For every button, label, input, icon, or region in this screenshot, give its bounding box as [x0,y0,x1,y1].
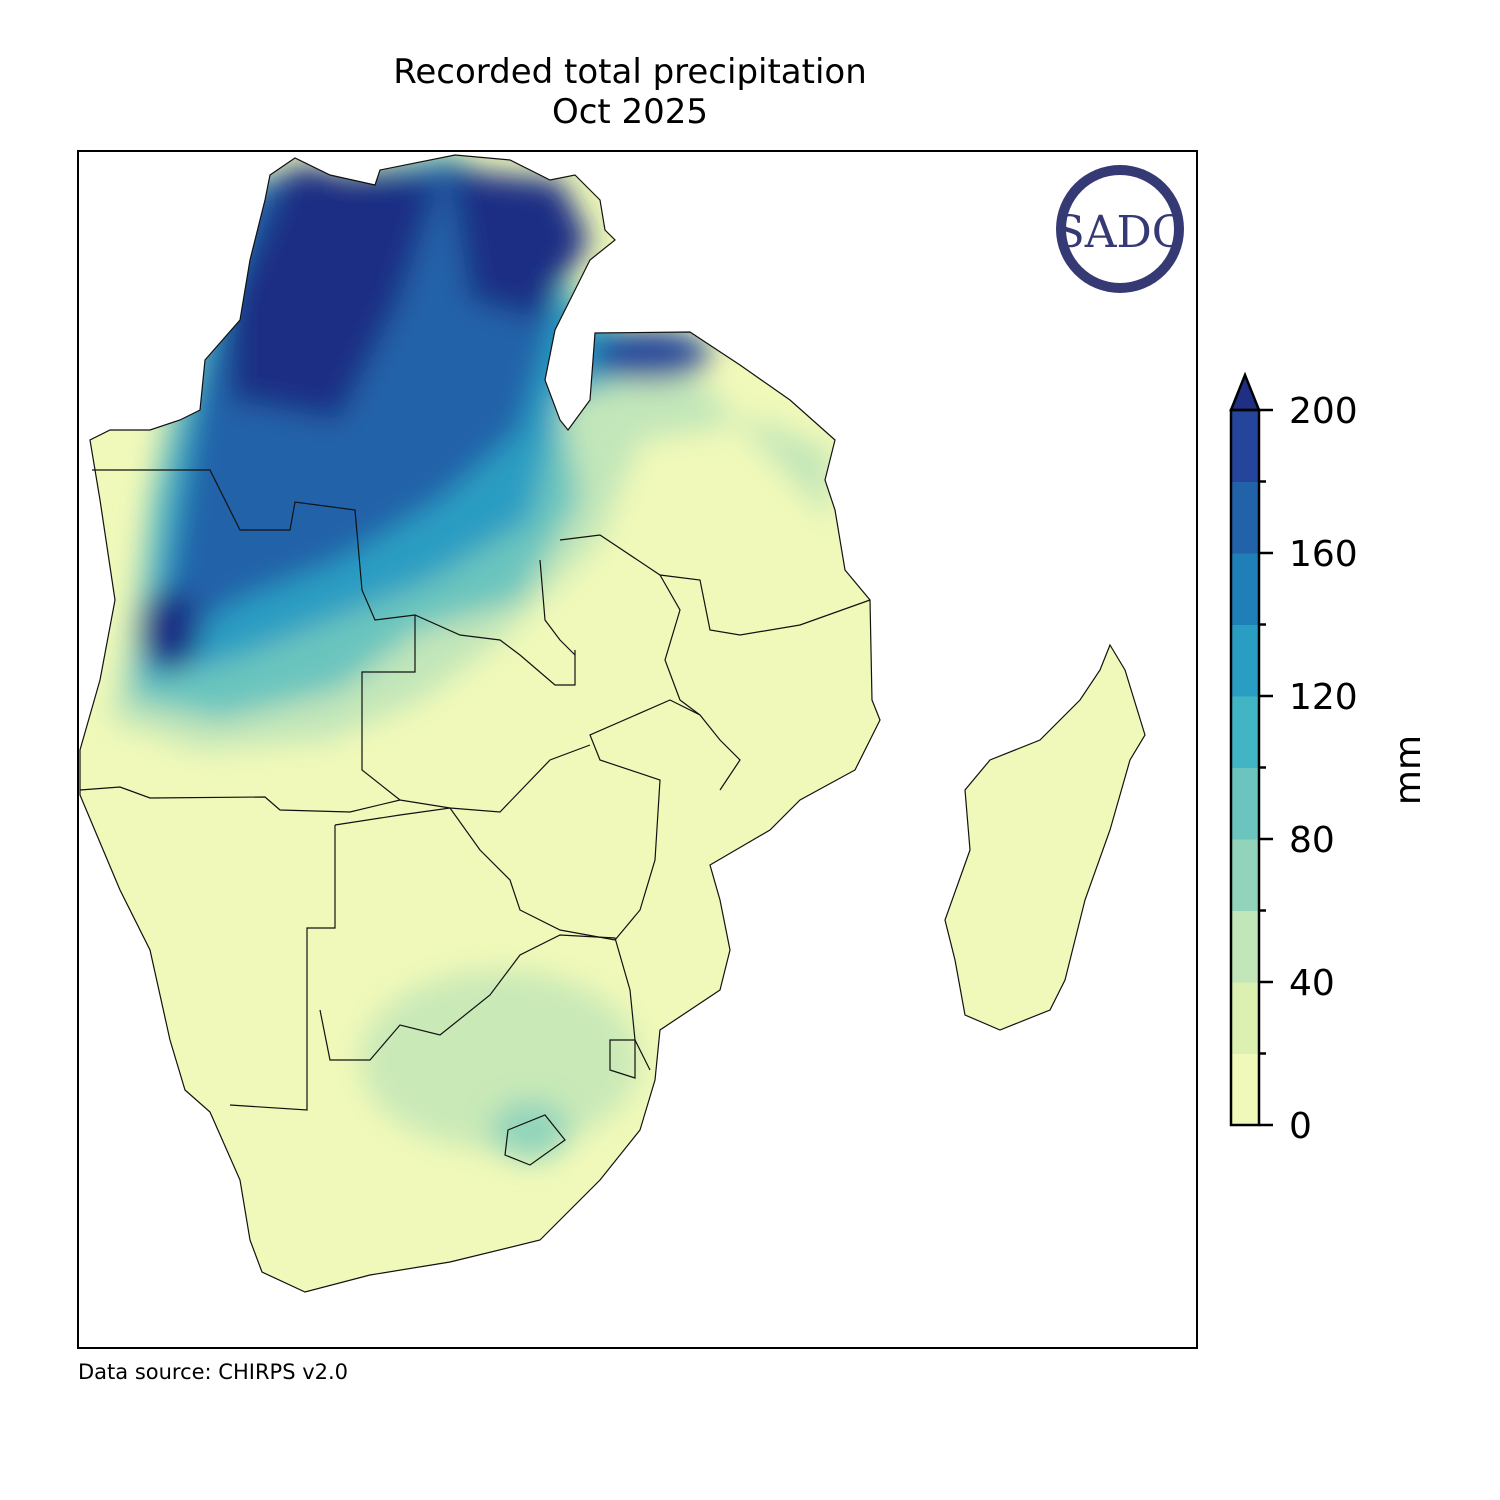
colorbar-bin [1231,624,1259,697]
data-source-note: Data source: CHIRPS v2.0 [78,1360,349,1384]
colorbar-bin [1231,982,1259,1054]
colorbar-tick-label: 0 [1289,1106,1312,1147]
precip-patch-angola [140,590,200,670]
colorbar-tick-label: 200 [1289,391,1358,432]
precip-band-200-east [450,170,590,320]
map-title: Recorded total precipitation [393,52,867,92]
colorbar-tick-label: 160 [1289,534,1358,575]
precip-patch-south-africa [360,970,640,1150]
sadc-logo: SADC [1055,165,1186,293]
precip-patch-lesotho [490,1100,570,1160]
colorbar-tick-label: 120 [1289,677,1358,718]
colorbar-bin [1231,910,1259,983]
sadc-logo-monogram: SADC [1055,207,1186,258]
colorbar-tick-label: 40 [1289,963,1335,1004]
colorbar-bin [1231,767,1259,840]
country-borders [79,154,1146,1293]
map-frame [77,150,1198,1349]
colorbar-bin [1231,1053,1259,1126]
colorbar-bin [1231,839,1259,911]
colorbar: 0 40 80 120 160 200 [1229,371,1358,1147]
precip-patch-tanzania [590,330,710,380]
colorbar-bin [1231,410,1259,482]
colorbar-bin [1231,553,1259,625]
colorbar-extend-arrow [1229,371,1261,412]
colorbar-bin [1231,481,1259,554]
colorbar-bin [1231,696,1259,768]
colorbar-label: mm [1388,735,1429,805]
colorbar-tick-label: 80 [1289,820,1335,861]
map-subtitle: Oct 2025 [551,92,709,132]
precip-band-200-west [230,165,440,420]
